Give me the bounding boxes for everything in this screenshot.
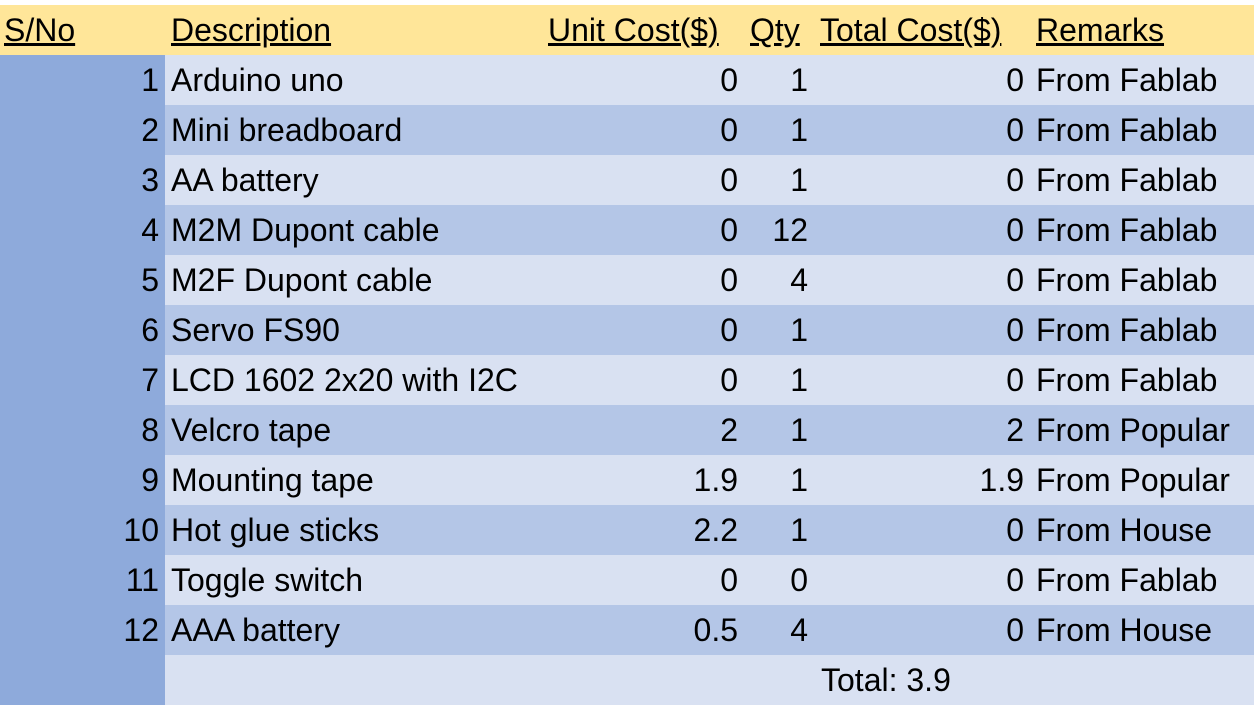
cell-description[interactable]: AAA battery (165, 605, 542, 655)
cell-remarks[interactable]: From Fablab (1030, 105, 1254, 155)
cell-unit-cost[interactable]: 0 (542, 255, 744, 305)
cell-qty[interactable]: 0 (744, 555, 814, 605)
cell-qty[interactable]: 4 (744, 605, 814, 655)
cell-sno[interactable]: 5 (0, 255, 165, 305)
cell-sno[interactable]: 4 (0, 205, 165, 255)
header-description[interactable]: Description (165, 5, 542, 55)
cell-remarks[interactable]: From Fablab (1030, 55, 1254, 105)
cell-description[interactable]: Arduino uno (165, 55, 542, 105)
cell-sno[interactable]: 9 (0, 455, 165, 505)
cell-remarks[interactable]: From Popular (1030, 455, 1254, 505)
cell-unit-cost[interactable]: 1.9 (542, 455, 744, 505)
cell-total-cost[interactable]: 0 (814, 505, 1030, 555)
cell-description[interactable]: Toggle switch (165, 555, 542, 605)
cell-total-cost[interactable]: 0 (814, 155, 1030, 205)
cell-description[interactable]: M2F Dupont cable (165, 255, 542, 305)
cell-qty[interactable]: 4 (744, 255, 814, 305)
cell-unit-cost[interactable]: 2.2 (542, 505, 744, 555)
cell-sno[interactable]: 12 (0, 605, 165, 655)
cell-sno[interactable]: 7 (0, 355, 165, 405)
cell-total-cost[interactable]: 0 (814, 255, 1030, 305)
cell-total-cost[interactable]: 0 (814, 605, 1030, 655)
cell-description[interactable]: LCD 1602 2x20 with I2C (165, 355, 542, 405)
cell-unit-cost[interactable]: 0 (542, 155, 744, 205)
cell-qty[interactable]: 1 (744, 55, 814, 105)
cell-sno[interactable]: 6 (0, 305, 165, 355)
total-label: Total: 3.9 (821, 662, 951, 698)
cell-description[interactable]: Mounting tape (165, 455, 542, 505)
cell-sno[interactable]: 10 (0, 505, 165, 555)
cell-remarks[interactable]: From Fablab (1030, 205, 1254, 255)
cell-total-cost[interactable]: 0 (814, 355, 1030, 405)
cell-remarks[interactable]: From House (1030, 605, 1254, 655)
cell-sno[interactable]: 11 (0, 555, 165, 605)
cell-unit-cost[interactable]: 0 (542, 305, 744, 355)
cell-unit-cost[interactable]: 0 (542, 205, 744, 255)
cell-description[interactable]: M2M Dupont cable (165, 205, 542, 255)
cell-total-cost[interactable]: 0 (814, 55, 1030, 105)
cell-description[interactable]: Velcro tape (165, 405, 542, 455)
cell-description[interactable]: Servo FS90 (165, 305, 542, 355)
cell-remarks[interactable]: From Fablab (1030, 305, 1254, 355)
cost-table: S/No Description Unit Cost($) Qty Total … (0, 5, 1254, 705)
cell-qty[interactable]: 1 (744, 155, 814, 205)
cell-total-cost[interactable]: 0 (814, 105, 1030, 155)
cell-remarks[interactable]: From Fablab (1030, 255, 1254, 305)
cell-unit-cost[interactable]: 0 (542, 555, 744, 605)
header-qty[interactable]: Qty (744, 5, 814, 55)
cell-total-cost[interactable]: 1.9 (814, 455, 1030, 505)
header-sno[interactable]: S/No (0, 5, 165, 55)
header-total-cost[interactable]: Total Cost($) (814, 5, 1030, 55)
cell-sno[interactable]: 2 (0, 105, 165, 155)
cell-unit-cost[interactable]: 0 (542, 105, 744, 155)
cell-qty[interactable]: 1 (744, 355, 814, 405)
cell-description[interactable]: Hot glue sticks (165, 505, 542, 555)
cell-sno[interactable]: 8 (0, 405, 165, 455)
cell-qty[interactable]: 1 (744, 405, 814, 455)
cell-remarks[interactable]: From Fablab (1030, 355, 1254, 405)
cell-qty[interactable]: 1 (744, 455, 814, 505)
cell-qty[interactable]: 12 (744, 205, 814, 255)
cell-unit-cost[interactable]: 2 (542, 405, 744, 455)
cell-remarks[interactable]: From Fablab (1030, 555, 1254, 605)
cell-sno-empty[interactable] (0, 655, 165, 705)
cell-remarks[interactable]: From Fablab (1030, 155, 1254, 205)
cell-description[interactable]: Mini breadboard (165, 105, 542, 155)
cell-sno[interactable]: 1 (0, 55, 165, 105)
cell-total-cost[interactable]: 0 (814, 305, 1030, 355)
header-unit-cost[interactable]: Unit Cost($) (542, 5, 744, 55)
cell-unit-cost[interactable]: 0 (542, 355, 744, 405)
cell-sno[interactable]: 3 (0, 155, 165, 205)
cell-qty[interactable]: 1 (744, 305, 814, 355)
cell-qty[interactable]: 1 (744, 105, 814, 155)
cell-remarks[interactable]: From House (1030, 505, 1254, 555)
cell-total-cost[interactable]: 2 (814, 405, 1030, 455)
cell-description[interactable]: AA battery (165, 155, 542, 205)
cell-remarks[interactable]: From Popular (1030, 405, 1254, 455)
cell-total-cost[interactable]: 0 (814, 555, 1030, 605)
cell-qty[interactable]: 1 (744, 505, 814, 555)
header-remarks[interactable]: Remarks (1030, 5, 1254, 55)
cell-unit-cost[interactable]: 0.5 (542, 605, 744, 655)
total-row[interactable]: Total: 3.9 (165, 655, 1254, 705)
cell-total-cost[interactable]: 0 (814, 205, 1030, 255)
cell-unit-cost[interactable]: 0 (542, 55, 744, 105)
